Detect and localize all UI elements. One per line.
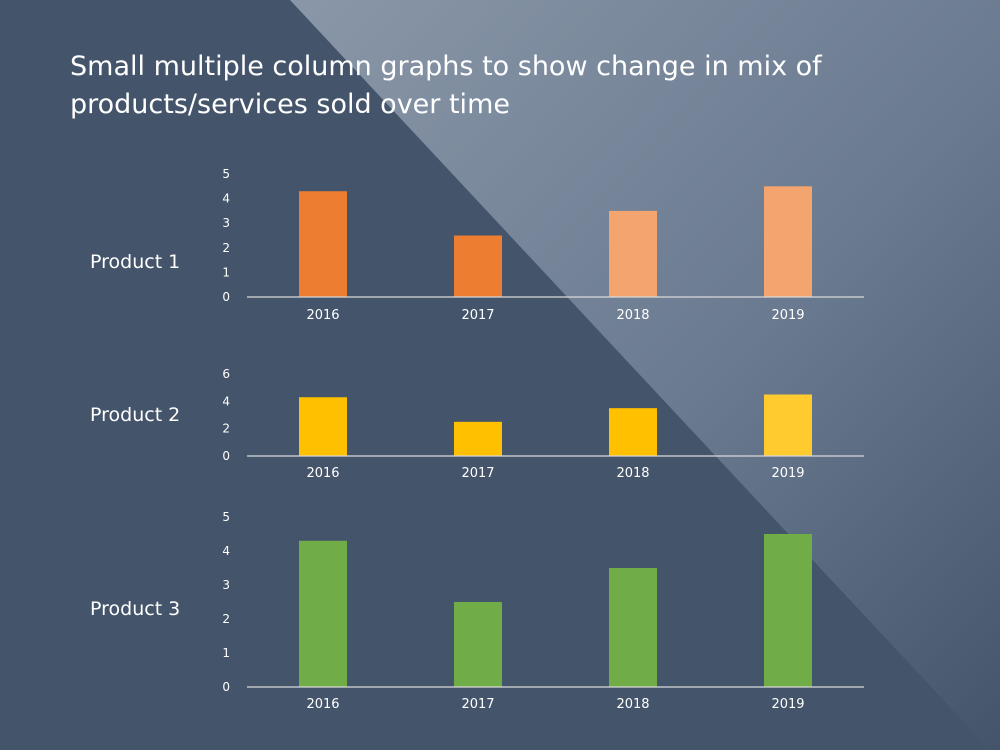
chart-panel-3: Product 3 0 1 2 3 4 5 2016 2017 2018 2019 — [90, 510, 864, 712]
y-tick-label: 3 — [222, 578, 230, 592]
slide-title: Small multiple column graphs to show cha… — [70, 51, 822, 120]
bar-2018 — [609, 408, 657, 456]
bar-2017 — [454, 602, 502, 687]
y-tick-label: 0 — [222, 680, 230, 694]
bar-2016 — [299, 191, 347, 297]
row-label: Product 1 — [90, 251, 180, 273]
y-tick-label: 4 — [222, 192, 230, 206]
y-tick-label: 5 — [222, 167, 230, 181]
y-tick-label: 4 — [222, 544, 230, 558]
diagonal-overlay — [290, 0, 1000, 750]
x-tick-label: 2018 — [616, 697, 649, 712]
y-tick-label: 6 — [222, 367, 230, 381]
x-tick-label: 2019 — [771, 697, 804, 712]
y-tick-label: 0 — [222, 290, 230, 304]
x-tick-label: 2018 — [616, 308, 649, 323]
bar-2019 — [764, 186, 812, 297]
bar-2017 — [454, 421, 502, 456]
row-label: Product 3 — [90, 598, 180, 620]
y-tick-label: 0 — [222, 449, 230, 463]
y-tick-label: 1 — [222, 265, 230, 279]
y-tick-label: 4 — [222, 394, 230, 408]
y-tick-label: 2 — [222, 241, 230, 255]
y-tick-label: 2 — [222, 422, 230, 436]
x-tick-label: 2016 — [306, 466, 339, 481]
x-tick-label: 2018 — [616, 466, 649, 481]
x-tick-label: 2017 — [461, 697, 494, 712]
x-tick-label: 2016 — [306, 697, 339, 712]
x-tick-label: 2017 — [461, 308, 494, 323]
chart-panel-1: Product 1 0 1 2 3 4 5 2016 2017 2018 2019 — [90, 167, 864, 323]
bar-2019 — [764, 394, 812, 456]
y-tick-label: 2 — [222, 612, 230, 626]
y-tick-label: 1 — [222, 646, 230, 660]
bar-2019 — [764, 534, 812, 687]
y-tick-label: 3 — [222, 216, 230, 230]
bar-2018 — [609, 210, 657, 297]
bar-2016 — [299, 540, 347, 687]
x-tick-label: 2019 — [771, 466, 804, 481]
row-label: Product 2 — [90, 404, 180, 426]
x-tick-label: 2019 — [771, 308, 804, 323]
bar-2016 — [299, 397, 347, 456]
bar-2018 — [609, 568, 657, 687]
x-tick-label: 2016 — [306, 308, 339, 323]
x-tick-label: 2017 — [461, 466, 494, 481]
y-tick-label: 5 — [222, 510, 230, 524]
bar-2017 — [454, 235, 502, 297]
chart-panel-2: Product 2 0 2 4 6 2016 2017 2018 2019 — [90, 367, 864, 481]
